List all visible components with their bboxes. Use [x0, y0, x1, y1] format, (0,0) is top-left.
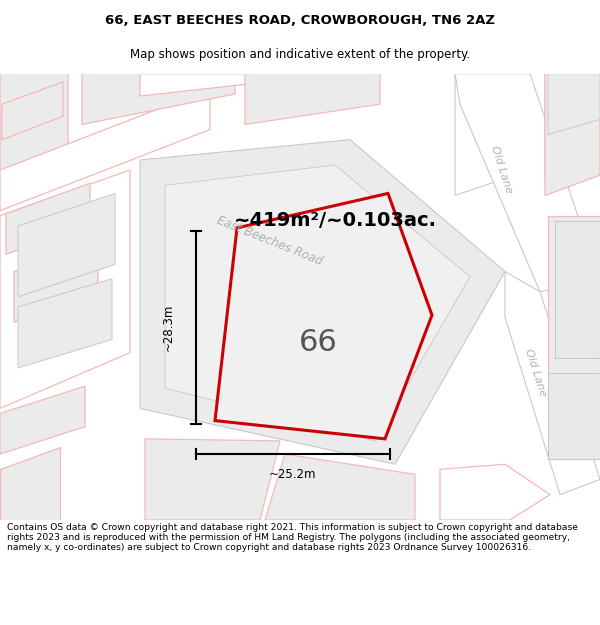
Text: ~28.3m: ~28.3m: [161, 304, 175, 351]
Polygon shape: [2, 82, 63, 139]
Polygon shape: [18, 193, 115, 297]
Text: ~419m²/~0.103ac.: ~419m²/~0.103ac.: [233, 211, 437, 230]
Polygon shape: [145, 439, 280, 520]
Polygon shape: [215, 193, 432, 439]
Polygon shape: [548, 373, 600, 459]
Text: Map shows position and indicative extent of the property.: Map shows position and indicative extent…: [130, 48, 470, 61]
Polygon shape: [165, 165, 470, 441]
Text: Old Lane: Old Lane: [490, 145, 514, 195]
Text: Contains OS data © Crown copyright and database right 2021. This information is : Contains OS data © Crown copyright and d…: [7, 522, 578, 552]
Polygon shape: [18, 279, 112, 368]
Text: East Beeches Road: East Beeches Road: [215, 214, 325, 268]
Polygon shape: [0, 386, 85, 454]
Polygon shape: [545, 74, 600, 180]
Polygon shape: [265, 454, 415, 520]
Polygon shape: [455, 48, 530, 196]
Polygon shape: [0, 447, 60, 520]
Text: Old Lane: Old Lane: [524, 348, 548, 398]
Text: 66: 66: [299, 328, 337, 357]
Polygon shape: [555, 221, 600, 358]
Polygon shape: [82, 43, 235, 124]
Polygon shape: [140, 74, 340, 96]
Polygon shape: [245, 54, 380, 124]
Polygon shape: [0, 89, 210, 211]
Polygon shape: [455, 74, 600, 292]
Polygon shape: [440, 464, 550, 520]
Text: ~25.2m: ~25.2m: [269, 468, 317, 481]
Polygon shape: [14, 244, 98, 322]
Polygon shape: [140, 139, 505, 464]
Polygon shape: [545, 74, 600, 196]
Polygon shape: [548, 216, 600, 459]
Polygon shape: [548, 74, 600, 134]
Polygon shape: [6, 183, 90, 254]
Polygon shape: [0, 170, 130, 409]
Polygon shape: [505, 271, 600, 494]
Text: 66, EAST BEECHES ROAD, CROWBOROUGH, TN6 2AZ: 66, EAST BEECHES ROAD, CROWBOROUGH, TN6 …: [105, 14, 495, 27]
Polygon shape: [0, 41, 68, 177]
